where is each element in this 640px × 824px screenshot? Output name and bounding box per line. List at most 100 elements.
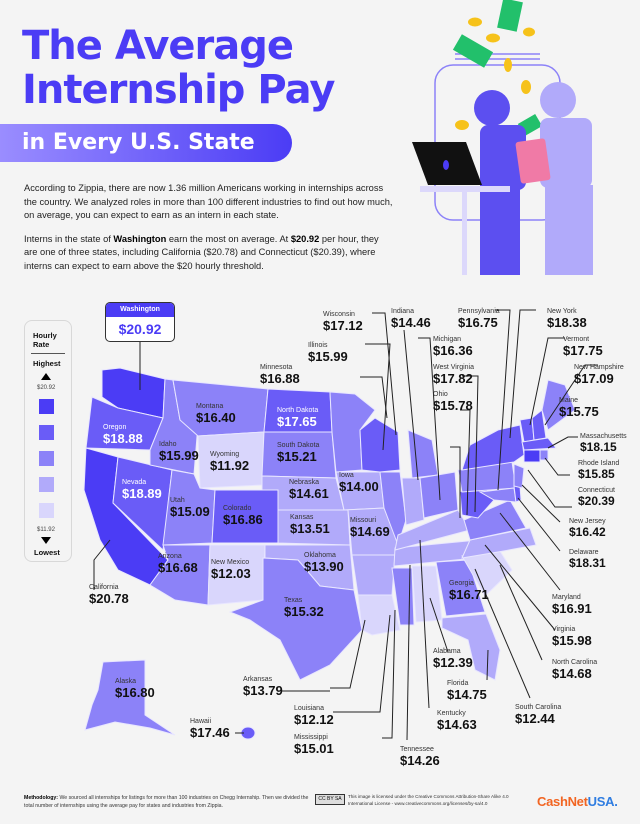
state-virginia[interactable] — [463, 499, 527, 541]
label-pennsylvania: Pennsylvania $16.75 — [458, 308, 500, 329]
state-value: $14.75 — [447, 687, 487, 702]
intro-paragraph-1: According to Zippia, there are now 1.36 … — [24, 183, 393, 220]
state-name: North Carolina — [552, 659, 598, 666]
label-idaho: Idaho $15.99 — [159, 441, 199, 462]
label-tennessee: Tennessee $14.26 — [400, 746, 440, 767]
label-connecticut: Connecticut $20.39 — [578, 487, 615, 507]
state-value: $16.86 — [223, 512, 263, 527]
state-name: Idaho — [159, 441, 177, 448]
state-name: Maryland — [552, 594, 581, 601]
state-name: New York — [547, 308, 577, 315]
state-value: $16.71 — [449, 587, 489, 602]
state-value: $13.51 — [290, 521, 330, 536]
state-name: Vermont — [563, 336, 590, 343]
label-louisiana: Louisiana $12.12 — [294, 705, 334, 726]
state-value: $15.98 — [552, 633, 592, 648]
state-florida[interactable] — [441, 613, 501, 681]
state-value: $18.31 — [569, 556, 606, 570]
state-name: Minnesota — [260, 364, 293, 371]
state-name: Wisconsin — [323, 311, 355, 318]
state-name: Iowa — [339, 472, 354, 479]
state-texas[interactable] — [228, 557, 363, 681]
state-value: $14.00 — [339, 479, 379, 494]
state-value: $17.46 — [190, 725, 230, 740]
state-illinois[interactable] — [379, 471, 407, 547]
intro-text-fragment: Interns in the state of — [24, 233, 114, 244]
state-name: Oregon — [103, 424, 127, 431]
state-name: Delaware — [569, 549, 599, 556]
label-vermont: Vermont $17.75 — [563, 336, 603, 357]
state-wisconsin[interactable] — [359, 417, 401, 473]
state-value: $16.42 — [569, 525, 606, 539]
state-value: $15.01 — [294, 741, 334, 756]
state-rhode-island[interactable] — [539, 449, 549, 461]
methodology-text: We sourced all internships for listings … — [24, 795, 309, 809]
state-name: South Carolina — [515, 704, 562, 711]
label-nebraska: Nebraska $14.61 — [289, 479, 329, 500]
state-value: $15.21 — [277, 449, 317, 464]
state-value: $20.39 — [578, 494, 615, 508]
label-michigan: Michigan $16.36 — [433, 336, 473, 357]
label-california: California $20.78 — [89, 584, 129, 605]
state-georgia[interactable] — [435, 559, 486, 617]
state-value: $12.03 — [211, 566, 251, 581]
state-name: Pennsylvania — [458, 308, 500, 315]
state-name: Alabama — [433, 648, 461, 655]
highlight-state-value: $20.92 — [118, 321, 162, 337]
label-rhode-island: Rhode Island $15.85 — [578, 460, 619, 480]
label-oklahoma: Oklahoma $13.90 — [304, 552, 344, 573]
label-new-hampshire: New Hampshire $17.09 — [574, 364, 624, 385]
state-name: Oklahoma — [304, 552, 336, 559]
state-new-jersey[interactable] — [513, 463, 525, 489]
legend-max-value: $20.92 — [37, 385, 56, 391]
state-value: $14.68 — [552, 666, 592, 681]
state-name: Florida — [447, 680, 469, 687]
state-value: $17.75 — [563, 343, 603, 358]
label-wyoming: Wyoming $11.92 — [210, 451, 249, 472]
color-legend: Hourly Rate Highest $20.92 $11.92 Lowest — [24, 320, 72, 562]
state-louisiana[interactable] — [357, 594, 401, 636]
subtitle-banner: in Every U.S. State — [0, 124, 292, 162]
state-name: New Jersey — [569, 518, 606, 525]
state-indiana[interactable] — [401, 477, 425, 526]
label-minnesota: Minnesota $16.88 — [260, 364, 300, 385]
methodology-label: Methodology: — [24, 795, 58, 801]
legend-swatch-4 — [39, 477, 54, 492]
state-arkansas[interactable] — [351, 554, 396, 596]
state-value: $15.09 — [170, 504, 210, 519]
state-new-york[interactable] — [461, 424, 525, 471]
state-massachusetts[interactable] — [521, 437, 557, 451]
label-alabama: Alabama $12.39 — [433, 648, 473, 669]
state-value: $15.99 — [308, 349, 348, 364]
label-oregon: Oregon $18.88 — [103, 424, 143, 445]
state-value: $18.88 — [103, 431, 143, 446]
brand-part-2: USA. — [587, 794, 618, 809]
state-value: $18.15 — [580, 440, 617, 454]
label-arkansas: Arkansas $13.79 — [243, 676, 283, 697]
label-hawaii: Hawaii $17.46 — [190, 718, 230, 739]
legend-min-value: $11.92 — [37, 527, 55, 533]
state-name: Louisiana — [294, 705, 324, 712]
state-value: $15.85 — [578, 467, 615, 481]
legend-swatch-3 — [39, 451, 54, 466]
state-value: $14.26 — [400, 753, 440, 768]
label-wisconsin: Wisconsin $17.12 — [323, 311, 363, 332]
state-mississippi[interactable] — [391, 567, 415, 626]
brand-part-1: CashNet — [537, 794, 588, 809]
state-connecticut[interactable] — [523, 449, 541, 463]
title-line-1: The Average — [22, 23, 294, 69]
label-new-jersey: New Jersey $16.42 — [569, 518, 606, 538]
label-kentucky: Kentucky $14.63 — [437, 710, 477, 731]
label-new-mexico: New Mexico $12.03 — [211, 559, 251, 580]
legend-title: Hourly Rate — [33, 331, 57, 349]
arrow-up-icon — [41, 373, 51, 380]
state-value: $16.36 — [433, 343, 473, 358]
arrow-down-icon — [41, 537, 51, 544]
state-alabama[interactable] — [411, 565, 443, 623]
label-georgia: Georgia $16.71 — [449, 580, 489, 601]
state-michigan[interactable] — [407, 429, 439, 479]
state-name: Maine — [559, 397, 579, 404]
state-name: Indiana — [391, 308, 414, 315]
legend-lowest-label: Lowest — [34, 548, 60, 557]
state-alaska[interactable] — [84, 659, 176, 736]
